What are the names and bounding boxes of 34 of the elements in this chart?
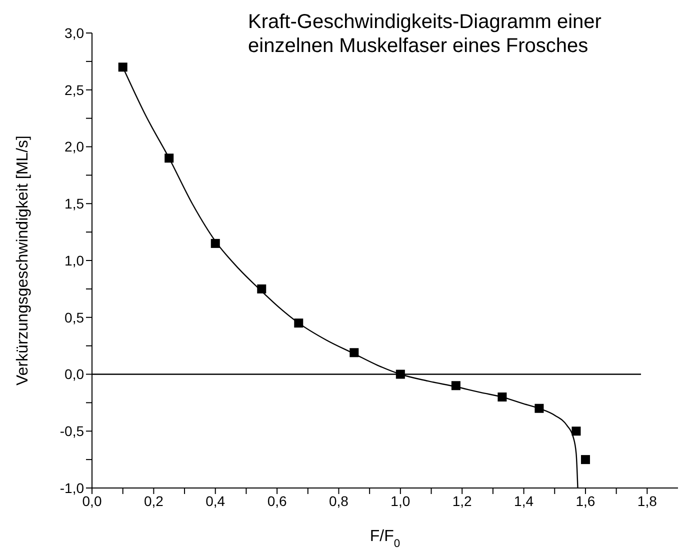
x-tick-label: 1,4 — [514, 492, 534, 509]
x-tick-label: 1,0 — [390, 492, 410, 509]
point — [534, 404, 544, 413]
y-tick-label: 1,0 — [64, 252, 84, 268]
point — [451, 381, 460, 390]
point — [350, 348, 359, 358]
x-tick-label: 1,8 — [637, 492, 658, 509]
y-tick-label: -1,0 — [60, 480, 84, 496]
x-tick-label: 0,6 — [267, 492, 287, 509]
y-tick-label: 2,0 — [64, 138, 84, 155]
point — [580, 455, 590, 464]
y-axis-title: Verkürzungsgeschwindigkeit [ML/s] — [14, 136, 32, 386]
x-tick-label: 1,2 — [452, 492, 472, 509]
chart-title: Kraft-Geschwindigkeits-Diagramm einer einzelnen Muskelfaser eines Frosches — [248, 10, 602, 58]
point — [396, 370, 405, 379]
y-tick-label: 3,0 — [64, 24, 84, 41]
point — [210, 238, 220, 248]
point — [572, 426, 581, 436]
point — [257, 284, 266, 294]
point — [498, 392, 507, 402]
x-tick-label: 0,0 — [82, 492, 102, 509]
y-tick-label: 0,5 — [64, 309, 84, 326]
point — [118, 62, 128, 72]
point — [164, 154, 174, 163]
y-tick-label: 1,5 — [64, 196, 84, 212]
x-tick-label: 0,2 — [144, 492, 164, 509]
x-tick-label: 1,6 — [576, 492, 596, 509]
y-tick-label: -0,5 — [60, 423, 84, 440]
y-tick-label: 0,0 — [64, 366, 84, 382]
x-tick-label: 0,8 — [329, 492, 349, 509]
x-tick-label: 0,4 — [206, 492, 226, 509]
point — [294, 318, 304, 328]
y-tick-label: 2,5 — [64, 82, 84, 98]
x-axis-title: F/F$_{0}$ — [370, 528, 400, 550]
